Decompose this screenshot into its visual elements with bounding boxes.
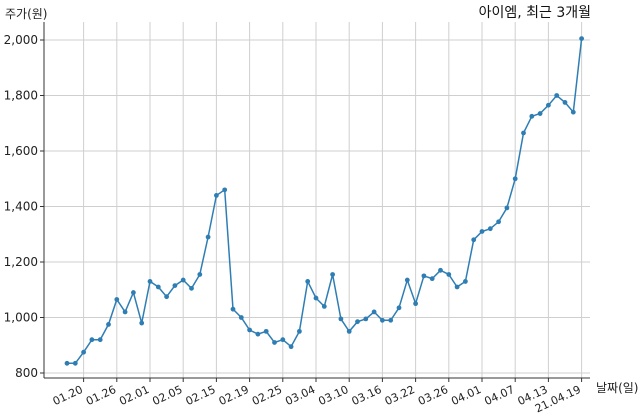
y-tick-label: 800 xyxy=(15,366,38,380)
x-tick-label: 03.10 xyxy=(316,383,350,408)
data-point xyxy=(164,294,170,300)
x-tick-label: 01.20 xyxy=(51,383,85,408)
data-point xyxy=(562,100,568,105)
data-point xyxy=(537,111,543,116)
data-point xyxy=(454,284,460,290)
data-point xyxy=(388,317,394,323)
data-point xyxy=(512,176,518,182)
x-tick-label: 03.04 xyxy=(283,383,317,408)
data-point xyxy=(297,328,302,334)
data-point xyxy=(404,277,410,283)
y-tick-label: 1,600 xyxy=(4,144,38,158)
data-point xyxy=(429,276,435,282)
data-point xyxy=(197,272,203,277)
x-tick-label: 04.01 xyxy=(449,383,483,408)
x-tick-label: 02.05 xyxy=(150,383,184,408)
data-point xyxy=(280,337,286,343)
data-point xyxy=(122,309,128,315)
data-point xyxy=(496,219,501,225)
x-tick-label: 02.15 xyxy=(184,383,218,408)
x-tick-label: 02.25 xyxy=(250,383,284,408)
y-tick-label: 1,800 xyxy=(4,89,38,103)
data-point xyxy=(288,344,294,350)
x-tick-label: 03.16 xyxy=(350,383,384,408)
axes xyxy=(43,22,590,379)
x-axis-label: 날짜(일) xyxy=(596,381,638,395)
y-tick-label: 2,000 xyxy=(4,33,38,47)
data-point xyxy=(471,237,477,243)
y-tick-label: 1,400 xyxy=(4,200,38,214)
x-tick-labels: 01.20 01.26 02.01 02.05 02.15 02.19 02.25 03.04… xyxy=(51,383,583,415)
data-point xyxy=(321,304,327,309)
data-point xyxy=(313,295,319,301)
data-point xyxy=(263,328,269,334)
data-point xyxy=(205,234,211,240)
data-point xyxy=(363,316,369,322)
data-point xyxy=(64,360,70,366)
data-point xyxy=(421,273,427,279)
data-point xyxy=(238,315,244,320)
data-point xyxy=(330,272,335,277)
data-point xyxy=(97,337,103,343)
data-point xyxy=(438,267,443,273)
data-point xyxy=(255,331,261,337)
data-point xyxy=(72,360,78,366)
data-point xyxy=(355,319,360,325)
data-point xyxy=(521,130,526,136)
data-point xyxy=(230,306,236,312)
data-point xyxy=(180,277,186,283)
data-point xyxy=(529,113,535,119)
data-point xyxy=(546,102,551,108)
data-point xyxy=(222,187,228,193)
x-tick-label: 01.26 xyxy=(84,383,118,408)
y-tick-label: 1,000 xyxy=(4,311,38,325)
data-point xyxy=(479,229,485,234)
data-point xyxy=(305,279,311,284)
x-tick-label: 04.07 xyxy=(482,383,516,408)
data-point xyxy=(247,327,253,333)
data-point xyxy=(155,284,161,290)
data-point xyxy=(487,226,493,232)
data-point xyxy=(371,309,377,315)
data-point xyxy=(189,285,194,291)
data-point xyxy=(380,317,385,323)
data-point xyxy=(504,205,510,211)
data-point xyxy=(139,320,145,326)
data-point xyxy=(346,328,352,334)
x-tick-label: 03.22 xyxy=(383,383,417,408)
data-point xyxy=(114,297,120,302)
plot-area xyxy=(64,36,584,366)
data-point xyxy=(554,93,560,98)
data-point xyxy=(147,279,153,284)
data-point xyxy=(131,290,136,295)
data-point xyxy=(214,193,219,198)
y-tick-label: 1,200 xyxy=(4,255,38,269)
data-point xyxy=(413,301,418,307)
y-tick-labels: 800 1,000 1,200 1,400 1,600 1,800 2,000 xyxy=(4,33,38,380)
data-point xyxy=(106,322,111,327)
y-axis-label: 주가(원) xyxy=(5,7,47,21)
data-point xyxy=(172,283,178,288)
data-point xyxy=(338,316,344,322)
x-tick-label: 02.19 xyxy=(217,383,251,408)
data-point xyxy=(272,340,277,345)
series-line xyxy=(67,38,583,365)
data-point xyxy=(89,337,95,343)
x-tick-label: 02.01 xyxy=(117,383,151,408)
data-point xyxy=(396,305,402,311)
data-point xyxy=(463,279,468,284)
x-tick-label: 03.26 xyxy=(416,383,450,408)
chart-title: 아이엠, 최근 3개월 xyxy=(479,5,591,21)
data-point xyxy=(579,36,584,42)
data-point xyxy=(570,109,576,115)
grid-lines xyxy=(40,22,590,382)
data-point xyxy=(446,272,452,277)
data-point xyxy=(81,349,86,355)
